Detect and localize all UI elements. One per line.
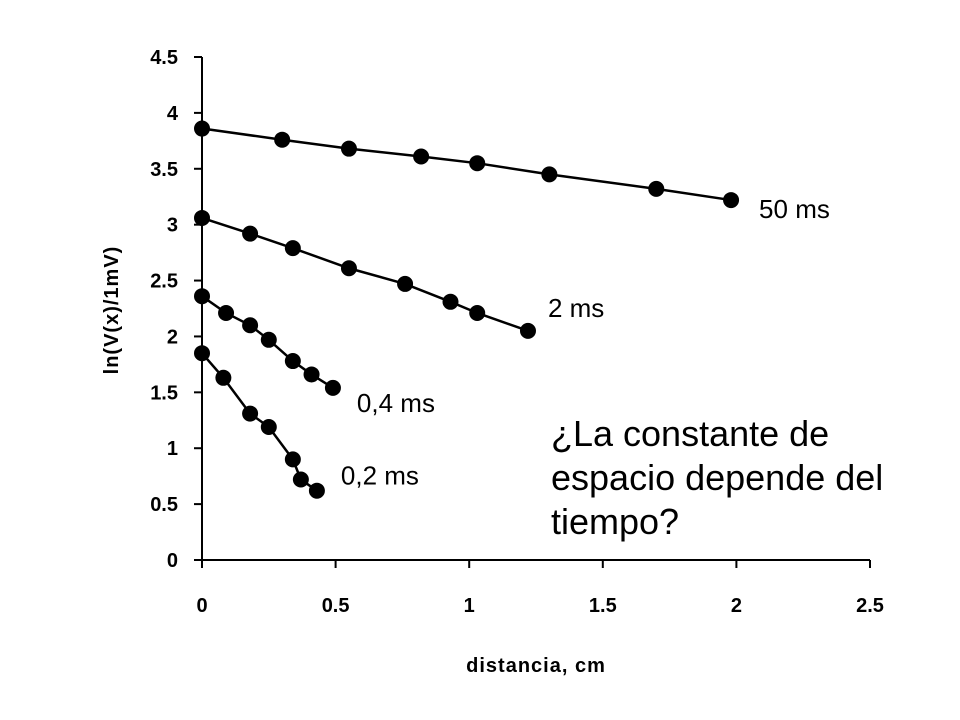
data-point [413,148,430,165]
data-point [324,379,341,396]
y-axis-title: ln(V(x)/1mV) [101,246,123,375]
data-point [723,192,740,209]
data-point [340,260,357,277]
data-point [284,451,301,468]
data-point [284,240,301,257]
series-1: 50 ms [194,120,830,224]
data-point [292,471,309,488]
data-point [260,418,277,435]
data-point [194,120,210,137]
y-tick-label: 0.5 [150,494,178,516]
y-tick-label: 1 [167,438,178,460]
data-point [303,366,320,383]
data-point [218,304,235,321]
data-point [194,345,210,362]
series-line [201,127,732,202]
series-2: 2 ms [194,209,604,339]
data-point [469,304,486,321]
question-line-2: espacio depende del [551,457,884,498]
x-tick-label: 2 [731,595,742,617]
x-tick-label: 0.5 [322,595,350,617]
data-point [340,140,357,157]
data-point [194,209,210,226]
y-tick-label: 3 [167,215,178,237]
data-point [442,293,459,310]
data-point [308,482,325,499]
data-point [397,275,414,292]
series-4: 0,2 ms [194,345,419,499]
data-point [194,288,210,305]
data-point [469,155,486,172]
x-ticks: 0 0.5 1 1.5 2 2.5 [196,560,884,617]
y-tick-label: 2 [167,326,178,348]
x-tick-label: 1.5 [589,595,617,617]
x-tick-label: 0 [196,595,207,617]
y-tick-label: 4.5 [150,47,178,69]
y-tick-label: 4 [167,103,179,125]
series-label: 0,2 ms [341,461,419,491]
y-ticks: 0 0.5 1 1.5 2 2.5 3 3.5 4 4.5 [150,47,202,572]
x-tick-label: 1 [464,595,475,617]
y-tick-label: 2.5 [150,271,178,293]
data-point [648,180,665,197]
question-line-3: tiempo? [551,501,680,542]
y-tick-label: 3.5 [150,159,178,181]
data-point [519,322,536,339]
y-tick-label: 0 [167,550,178,572]
data-point [242,405,259,422]
y-tick-label: 1.5 [150,382,178,404]
data-point [274,131,291,148]
data-point [242,317,259,334]
data-point [215,369,232,386]
series-label: 2 ms [548,293,604,323]
data-point [284,353,301,370]
question-text: ¿La constante de espacio depende del tie… [551,412,951,544]
data-point [541,166,558,183]
data-point [242,225,259,242]
data-point [260,331,277,348]
series-label: 50 ms [759,194,830,224]
x-axis-title: distancia, cm [466,655,606,677]
x-tick-label: 2.5 [856,595,884,617]
series-group: 50 ms 2 ms 0,4 ms 0,2 ms [194,120,830,499]
question-line-1: ¿La constante de [551,413,830,454]
series-3: 0,4 ms [194,288,435,418]
series-label: 0,4 ms [357,388,435,418]
axes [201,57,870,561]
